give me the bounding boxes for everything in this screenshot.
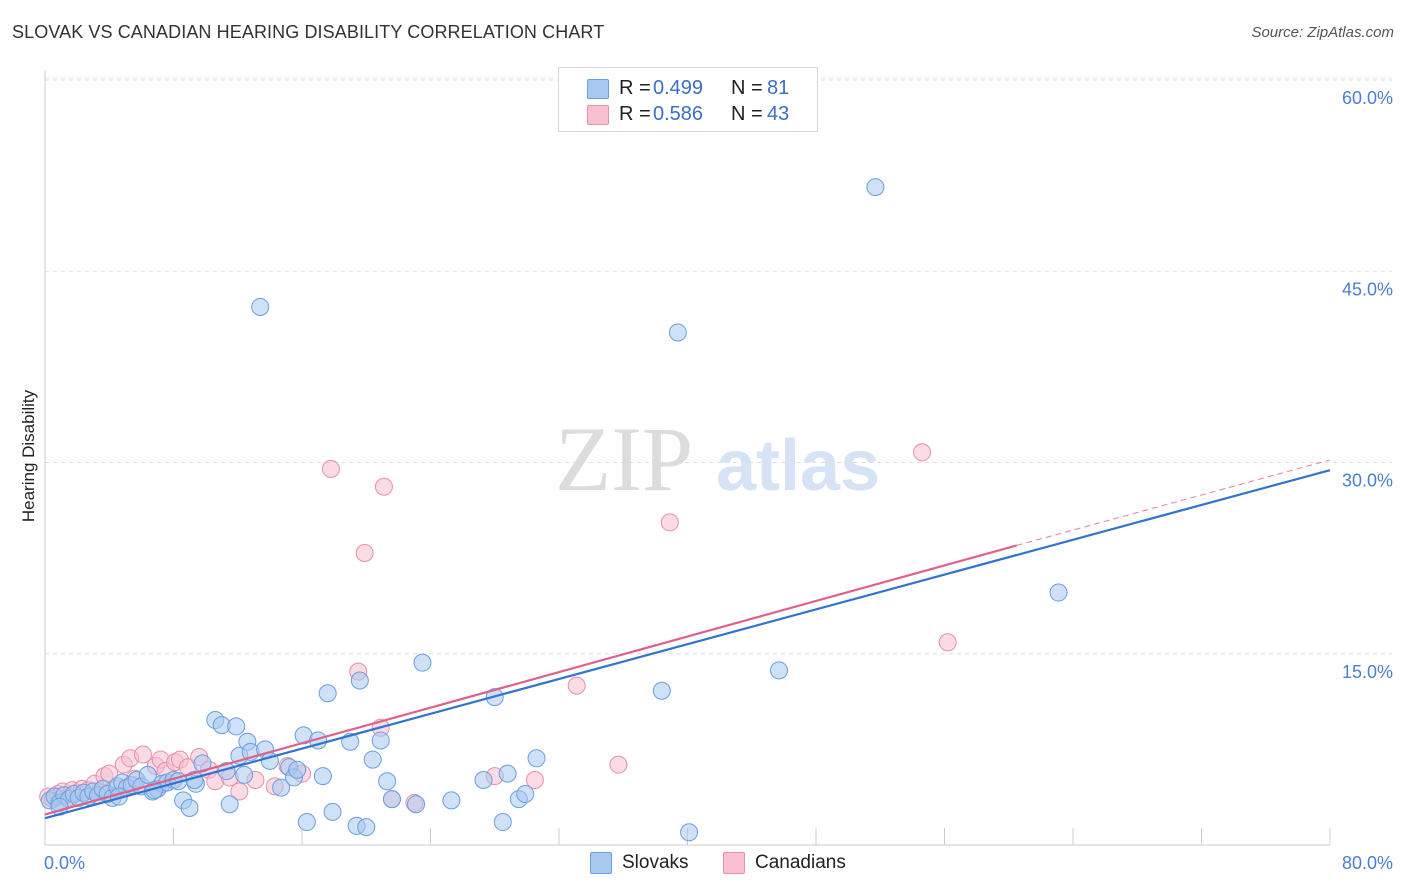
slovaks-point xyxy=(227,717,246,736)
trend-lines xyxy=(44,459,1331,820)
slovaks-trend-line xyxy=(44,469,1331,820)
canadians-point xyxy=(913,443,932,462)
watermark-zip: ZIP xyxy=(555,408,693,510)
slovaks-point xyxy=(516,785,535,803)
canadians-point xyxy=(133,745,152,764)
legend-n-label: N = xyxy=(731,103,763,125)
legend-label-slovaks: Slovaks xyxy=(622,852,689,873)
slovaks-point xyxy=(378,772,397,791)
slovaks-point xyxy=(668,323,687,342)
slovaks-point xyxy=(180,799,199,818)
slovaks-point xyxy=(357,818,376,837)
canadians-trend-extension xyxy=(1016,459,1331,546)
canadians-point xyxy=(609,755,628,774)
legend-r-value: 0.586 xyxy=(653,103,704,125)
slovaks-points xyxy=(40,178,1068,842)
legend-r-label: R = xyxy=(619,103,651,125)
canadians-point xyxy=(355,544,374,563)
slovaks-point xyxy=(138,765,157,784)
legend-n-label: N = xyxy=(731,77,763,99)
slovaks-point xyxy=(272,778,291,797)
legend-r-label: R = xyxy=(619,77,651,99)
slovaks-point xyxy=(527,749,546,768)
slovaks-point xyxy=(680,823,699,842)
slovaks-point xyxy=(770,661,789,680)
slovaks-point xyxy=(498,764,517,783)
slovaks-point xyxy=(652,681,671,700)
canadians-point xyxy=(567,676,586,695)
slovaks-point xyxy=(493,813,512,832)
y-tick-label: 45.0% xyxy=(1342,279,1393,299)
slovaks-point xyxy=(313,767,332,786)
legend-r-value: 0.499 xyxy=(653,77,704,99)
legend-label-canadians: Canadians xyxy=(755,852,846,873)
slovaks-point xyxy=(442,791,461,810)
slovaks-point xyxy=(407,795,426,814)
legend-n-value: 43 xyxy=(767,103,790,125)
canadians-point xyxy=(230,782,249,801)
legend-swatch-slovaks xyxy=(587,79,609,99)
canadians-point xyxy=(938,633,957,652)
legend-row-slovaks: R = 0.499 N = 81 xyxy=(559,75,817,103)
legend-row-canadians: R = 0.586 N = 43 xyxy=(559,101,817,129)
slovaks-point xyxy=(363,750,382,769)
source-credit: Source: ZipAtlas.com xyxy=(1251,24,1394,41)
correlation-legend: R = 0.499 N = 81 R = 0.586 N = 43 xyxy=(558,67,818,132)
slovaks-point xyxy=(297,813,316,832)
canadians-trend-line xyxy=(44,544,1018,816)
slovaks-point xyxy=(235,765,254,784)
chart-title: SLOVAK VS CANADIAN HEARING DISABILITY CO… xyxy=(12,22,605,42)
y-tick-label: 30.0% xyxy=(1342,471,1393,491)
slovaks-point xyxy=(318,684,337,703)
slovaks-point xyxy=(371,731,390,750)
legend-n-value: 81 xyxy=(767,77,790,99)
gridlines xyxy=(45,77,1392,655)
x-tick-label: 80.0% xyxy=(1342,853,1393,873)
y-tick-label: 60.0% xyxy=(1342,88,1393,108)
watermark-atlas: atlas xyxy=(716,426,880,506)
slovaks-point xyxy=(1049,583,1068,602)
canadians-point xyxy=(660,513,679,532)
slovaks-point xyxy=(474,770,493,789)
legend-swatch-canadians xyxy=(587,105,609,125)
slovaks-point xyxy=(413,653,432,672)
slovaks-point xyxy=(220,795,239,814)
slovaks-point xyxy=(323,802,342,821)
legend-swatch-slovaks xyxy=(590,852,612,874)
canadians-point xyxy=(100,764,119,783)
canadians-point xyxy=(525,770,544,789)
watermark: ZIP atlas xyxy=(555,408,880,510)
y-axis-title: Hearing Disability xyxy=(19,389,38,522)
tick-labels: 15.0% 30.0% 45.0% 60.0% 0.0% 80.0% xyxy=(44,88,1393,873)
slovaks-point xyxy=(288,760,307,779)
x-tick-label: 0.0% xyxy=(44,853,85,873)
slovaks-point xyxy=(350,671,369,690)
axes xyxy=(44,70,1331,846)
slovaks-point xyxy=(251,297,270,316)
canadians-point xyxy=(321,459,340,478)
slovaks-point xyxy=(382,790,401,809)
legend-swatch-canadians xyxy=(723,852,745,874)
canadians-point xyxy=(374,477,393,496)
y-tick-label: 15.0% xyxy=(1342,662,1393,682)
slovaks-point xyxy=(866,178,885,197)
